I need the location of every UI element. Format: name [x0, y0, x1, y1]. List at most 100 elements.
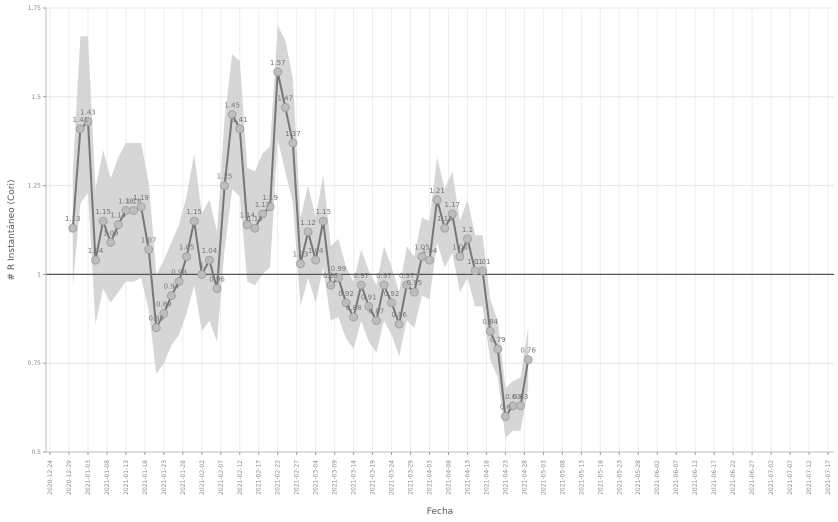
- data-label: 0.99: [331, 265, 347, 273]
- data-label: 0.79: [490, 336, 506, 344]
- data-label: 1.18: [118, 197, 134, 205]
- data-point: [182, 252, 192, 262]
- data-label: 1.12: [300, 219, 316, 227]
- data-point: [463, 234, 472, 244]
- data-point: [409, 287, 419, 297]
- x-tick-label: 2021-01-03: [85, 460, 92, 495]
- data-point: [204, 255, 214, 265]
- data-label: 1.45: [224, 102, 240, 110]
- x-tick-label: 2021-05-08: [559, 460, 566, 495]
- data-label: 0.87: [369, 308, 385, 316]
- data-point: [83, 117, 93, 127]
- x-tick-label: 2021-03-29: [408, 460, 415, 495]
- x-tick-label: 2021-04-08: [445, 460, 452, 495]
- data-point: [425, 255, 434, 265]
- x-tick-label: 2021-07-02: [768, 460, 775, 495]
- data-point: [136, 202, 146, 212]
- data-point: [68, 223, 78, 233]
- data-point: [151, 323, 161, 333]
- x-tick-label: 2021-01-08: [104, 460, 111, 495]
- x-tick-label: 2021-02-07: [218, 460, 225, 495]
- x-tick-label: 2021-05-13: [578, 460, 585, 495]
- y-axis-title: # R Instantáneo (Cori): [7, 180, 17, 281]
- x-tick-label: 2021-06-12: [692, 460, 699, 495]
- x-tick-label: 2021-04-03: [427, 460, 434, 495]
- x-tick-label: 2021-05-18: [597, 460, 604, 495]
- data-point: [235, 124, 245, 134]
- x-tick-label: 2021-02-22: [275, 460, 282, 495]
- data-point: [349, 312, 359, 322]
- x-tick-label: 2021-07-17: [825, 460, 832, 495]
- data-label: 0.92: [384, 290, 400, 298]
- data-point: [296, 259, 305, 269]
- confidence-band: [72, 25, 529, 438]
- data-point: [242, 220, 252, 230]
- data-labels-group: 1.131.411.431.041.151.091.141.181.181.19…: [65, 59, 537, 412]
- x-tick-label: 2021-01-13: [123, 460, 130, 495]
- data-label: 0.95: [407, 279, 423, 287]
- data-label: 1.1: [462, 226, 473, 234]
- data-label: 1.47: [278, 94, 294, 102]
- data-point: [113, 220, 123, 230]
- x-tick-label: 2021-02-27: [294, 460, 301, 495]
- data-label: 0.63: [505, 393, 521, 401]
- x-tick-label: 2021-03-04: [313, 460, 320, 495]
- confidence-band-area: [72, 25, 529, 438]
- data-label: 0.89: [156, 300, 172, 308]
- data-label: 1.14: [111, 212, 127, 220]
- data-label: 1.17: [444, 201, 460, 209]
- data-point: [318, 216, 328, 226]
- data-point: [258, 209, 267, 219]
- x-axis-title: Fecha: [427, 507, 453, 517]
- x-tick-label: 2020-12-29: [66, 460, 73, 495]
- data-label: 1.57: [270, 59, 286, 67]
- data-label: 1.13: [65, 215, 81, 223]
- data-point: [98, 216, 108, 226]
- data-point: [447, 209, 457, 219]
- data-label: 1.09: [103, 229, 119, 237]
- x-tick-label: 2021-05-28: [635, 460, 642, 495]
- data-point: [220, 181, 229, 191]
- data-point: [265, 202, 275, 212]
- data-point: [91, 255, 100, 265]
- data-point: [227, 110, 237, 119]
- x-tick-label: 2021-03-14: [351, 460, 358, 495]
- data-label: 0.88: [346, 304, 362, 312]
- data-point: [341, 298, 351, 308]
- data-point: [516, 401, 525, 411]
- data-point: [75, 124, 85, 134]
- data-point: [523, 355, 533, 365]
- data-point: [379, 280, 389, 290]
- y-tick-label: 1.75: [28, 5, 42, 12]
- data-point: [440, 223, 450, 233]
- data-label: 1.41: [232, 116, 248, 124]
- data-point: [250, 223, 260, 233]
- x-tick-label: 2021-03-24: [389, 460, 396, 495]
- data-label: 1.19: [262, 194, 278, 202]
- data-point: [485, 326, 495, 336]
- x-tick-label: 2021-04-23: [502, 460, 509, 495]
- x-tick-label: 2021-07-12: [806, 460, 813, 495]
- x-tick-label: 2021-05-03: [540, 460, 547, 495]
- x-tick-label: 2021-02-02: [199, 460, 206, 495]
- data-label: 0.94: [164, 283, 180, 291]
- x-tick-label: 2021-01-23: [161, 460, 168, 495]
- x-tick-label: 2021-06-17: [711, 460, 718, 495]
- data-point: [402, 280, 412, 290]
- data-point: [478, 266, 488, 276]
- x-tick-label: 2021-04-18: [483, 460, 490, 495]
- data-point: [493, 344, 503, 354]
- data-point: [159, 309, 169, 318]
- x-tick-label: 2021-02-12: [237, 460, 244, 495]
- y-tick-label: 0.75: [28, 360, 42, 367]
- data-label: 0.96: [209, 276, 225, 284]
- data-label: 1.04: [88, 247, 104, 255]
- data-label: 1.21: [429, 187, 445, 195]
- data-label: 1.15: [95, 208, 111, 216]
- data-label: 0.6: [500, 403, 512, 411]
- data-point: [356, 280, 366, 290]
- data-label: 1.05: [452, 244, 468, 252]
- data-point: [417, 252, 427, 262]
- y-tick-label: 1.25: [28, 183, 42, 190]
